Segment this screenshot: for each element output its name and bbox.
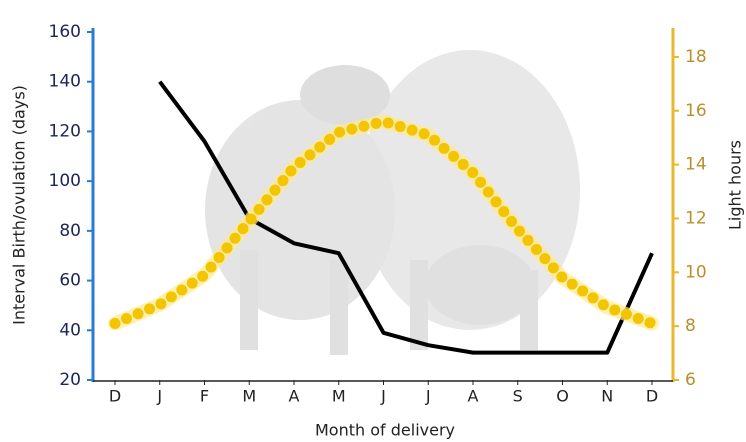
y-axis-label: Interval Birth/ovulation (days): [10, 85, 29, 325]
x-tick-label: F: [200, 387, 209, 406]
y-tick-label: 120: [49, 121, 81, 141]
x-axis-label: Month of delivery: [315, 421, 455, 440]
x-tick-label: A: [468, 387, 479, 406]
y2-tick-label: 14: [685, 155, 707, 175]
y2-tick-label: 16: [685, 101, 707, 121]
y-tick-label: 60: [59, 271, 81, 291]
y2-axis-label: Light hours: [726, 140, 745, 230]
x-tick-label: D: [109, 387, 121, 406]
y-tick-label: 40: [59, 320, 81, 340]
x-tick-label: A: [289, 387, 300, 406]
x-tick-label: S: [513, 387, 523, 406]
x-tick-label: N: [601, 387, 613, 406]
x-tick-label: J: [156, 387, 162, 406]
y2-tick-label: 12: [685, 208, 707, 228]
y2-tick-label: 18: [685, 47, 707, 67]
y-tick-label: 160: [49, 22, 81, 42]
x-tick-label: D: [646, 387, 658, 406]
y-tick-label: 20: [59, 370, 81, 390]
y-tick-label: 80: [59, 221, 81, 241]
x-tick-label: O: [556, 387, 569, 406]
y-tick-label: 140: [49, 72, 81, 92]
chart: Month of delivery Interval Birth/ovulati…: [0, 0, 746, 442]
y2-tick-label: 10: [685, 262, 707, 282]
x-tick-label: J: [380, 387, 386, 406]
y-tick-label: 100: [49, 171, 81, 191]
y2-tick-label: 8: [685, 316, 696, 336]
y2-tick-label: 6: [685, 370, 696, 390]
x-tick-label: M: [332, 387, 346, 406]
x-tick-label: M: [242, 387, 256, 406]
x-tick-label: J: [425, 387, 431, 406]
